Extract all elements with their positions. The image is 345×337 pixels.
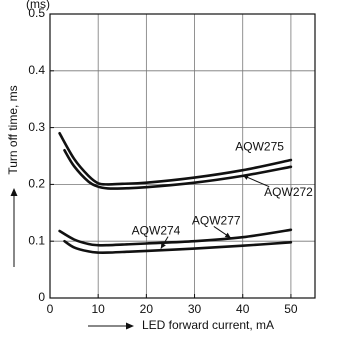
y-tick-label: 0.2 xyxy=(28,177,45,191)
series-label-aqw275: AQW275 xyxy=(235,140,284,154)
x-tick-label: 50 xyxy=(284,302,298,316)
series-lines xyxy=(58,132,293,254)
series-leader-arrow-aqw277 xyxy=(224,232,231,238)
axes xyxy=(49,13,316,299)
series-labels: AQW275 AQW272 AQW277 AQW274 xyxy=(132,140,313,249)
y-axis-title: Turn off time, ms xyxy=(6,85,20,174)
x-tick-label: 0 xyxy=(47,302,54,316)
x-tick-label: 30 xyxy=(188,302,202,316)
x-tick-label: 10 xyxy=(92,302,106,316)
y-tick-label: 0 xyxy=(38,290,45,304)
chart-title: (ms) xyxy=(26,0,50,11)
y-tick-label: 0.4 xyxy=(28,63,45,77)
y-axis-arrow-head xyxy=(10,188,18,196)
series-line-aqw274 xyxy=(63,239,293,254)
grid xyxy=(50,14,315,298)
plot-frame xyxy=(49,13,316,299)
y-tick-label: 0.1 xyxy=(28,233,45,247)
x-tick-label: 20 xyxy=(140,302,154,316)
x-axis-title: LED forward current, mA xyxy=(142,318,274,332)
series-leader-arrow-aqw274 xyxy=(160,242,166,249)
series-leader-arrow-aqw272 xyxy=(242,175,249,180)
y-axis-title-group: Turn off time, ms xyxy=(6,85,20,267)
x-axis-title-group: LED forward current, mA xyxy=(88,318,274,332)
y-tick-label: 0.5 xyxy=(28,6,45,20)
x-tick-label: 40 xyxy=(236,302,250,316)
y-tick-label: 0.3 xyxy=(28,120,45,134)
x-axis-arrow-head xyxy=(126,322,134,330)
series-label-aqw272: AQW272 xyxy=(264,185,313,199)
series-label-aqw274: AQW274 xyxy=(132,224,181,238)
series-line-aqw272 xyxy=(63,149,293,190)
tick-labels: 0 10 20 30 40 50 0 0.1 0.2 0.3 0.4 0.5 xyxy=(28,6,298,316)
series-label-aqw277: AQW277 xyxy=(192,213,241,227)
series-line-aqw277 xyxy=(58,228,293,247)
series-line-aqw275 xyxy=(58,132,293,186)
